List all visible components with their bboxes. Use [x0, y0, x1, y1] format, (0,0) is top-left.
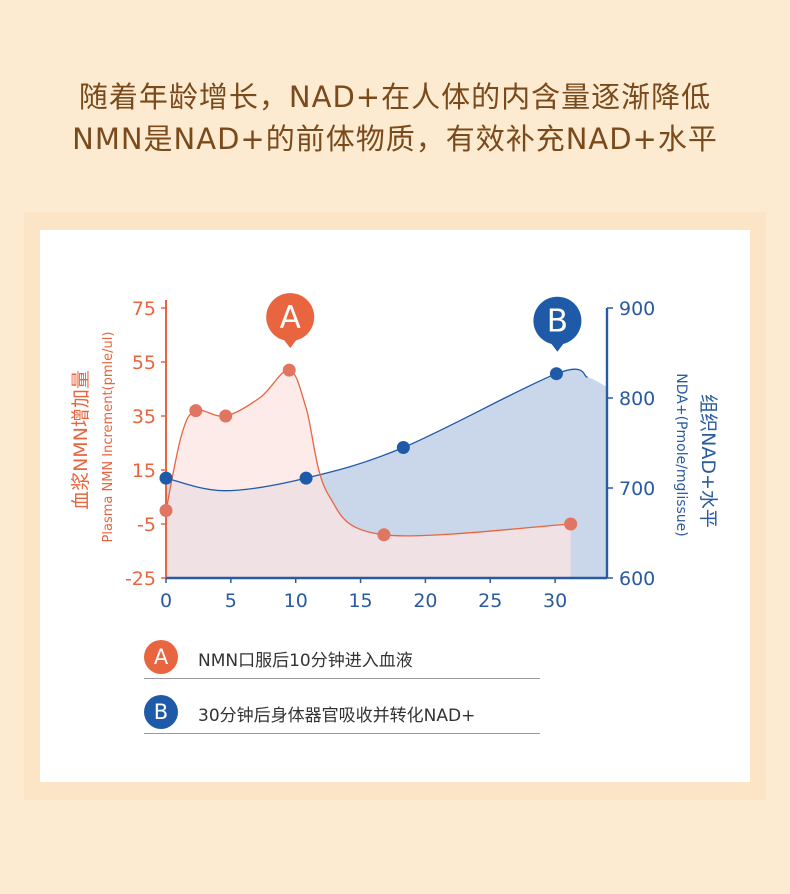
right-tick-label: 600	[619, 568, 655, 590]
x-tick-label: 5	[225, 590, 237, 612]
left-tick-label: 75	[132, 298, 156, 320]
x-tick-label: 10	[284, 590, 308, 612]
left-tick-label: -5	[137, 514, 156, 536]
legend-badge-b: B	[144, 695, 178, 729]
nmn-data-point	[219, 409, 233, 423]
nmn-data-point	[189, 404, 203, 418]
left-axis-title-cn: 血浆NMN增加量	[70, 370, 92, 510]
right-axis-title-cn: 组织NAD+水平	[697, 394, 719, 528]
nmn-data-point	[564, 517, 578, 531]
callout-marker	[266, 293, 315, 342]
right-tick-label: 700	[619, 478, 655, 500]
nad-data-point	[159, 471, 173, 485]
legend-item-a: A NMN口服后10分钟进入血液	[144, 638, 540, 679]
left-tick-label: 15	[132, 460, 156, 482]
legend-text-a: NMN口服后10分钟进入血液	[198, 651, 413, 671]
nmn-data-point	[282, 363, 296, 377]
nad-data-point	[549, 367, 563, 381]
x-tick-label: 15	[348, 590, 372, 612]
x-tick-label: 0	[160, 590, 172, 612]
left-axis-title-en: Plasma NMN Increment(pmle/ul)	[101, 332, 116, 543]
nmn-data-point	[377, 528, 391, 542]
left-tick-label: 35	[132, 406, 156, 428]
left-tick-label: -25	[125, 568, 156, 590]
nmn-data-point	[159, 504, 173, 517]
headline-line-1: 随着年龄增长，NAD+在人体的内含量逐渐降低	[78, 80, 712, 114]
x-tick-label: 25	[478, 590, 502, 612]
right-tick-label: 800	[619, 388, 655, 410]
x-tick-label: 30	[543, 590, 567, 612]
left-tick-label: 55	[132, 352, 156, 374]
nad-data-point	[396, 441, 410, 454]
legend-text-b: 30分钟后身体器官吸收并转化NAD+	[198, 706, 476, 726]
callout-marker	[533, 296, 582, 345]
nad-data-point	[299, 471, 313, 485]
series-nmn-area	[166, 369, 571, 578]
headline-line-2: NMN是NAD+的前体物质，有效补充NAD+水平	[72, 122, 718, 156]
right-tick-label: 900	[619, 298, 655, 320]
legend-item-b: B 30分钟后身体器官吸收并转化NAD+	[144, 693, 540, 734]
x-tick-label: 20	[413, 590, 437, 612]
legend-badge-a: A	[144, 640, 178, 674]
callout-label: B	[547, 304, 568, 340]
callout-label: A	[280, 300, 301, 336]
right-axis-title-en: NDA+(Pmole/mglissue)	[673, 373, 689, 536]
